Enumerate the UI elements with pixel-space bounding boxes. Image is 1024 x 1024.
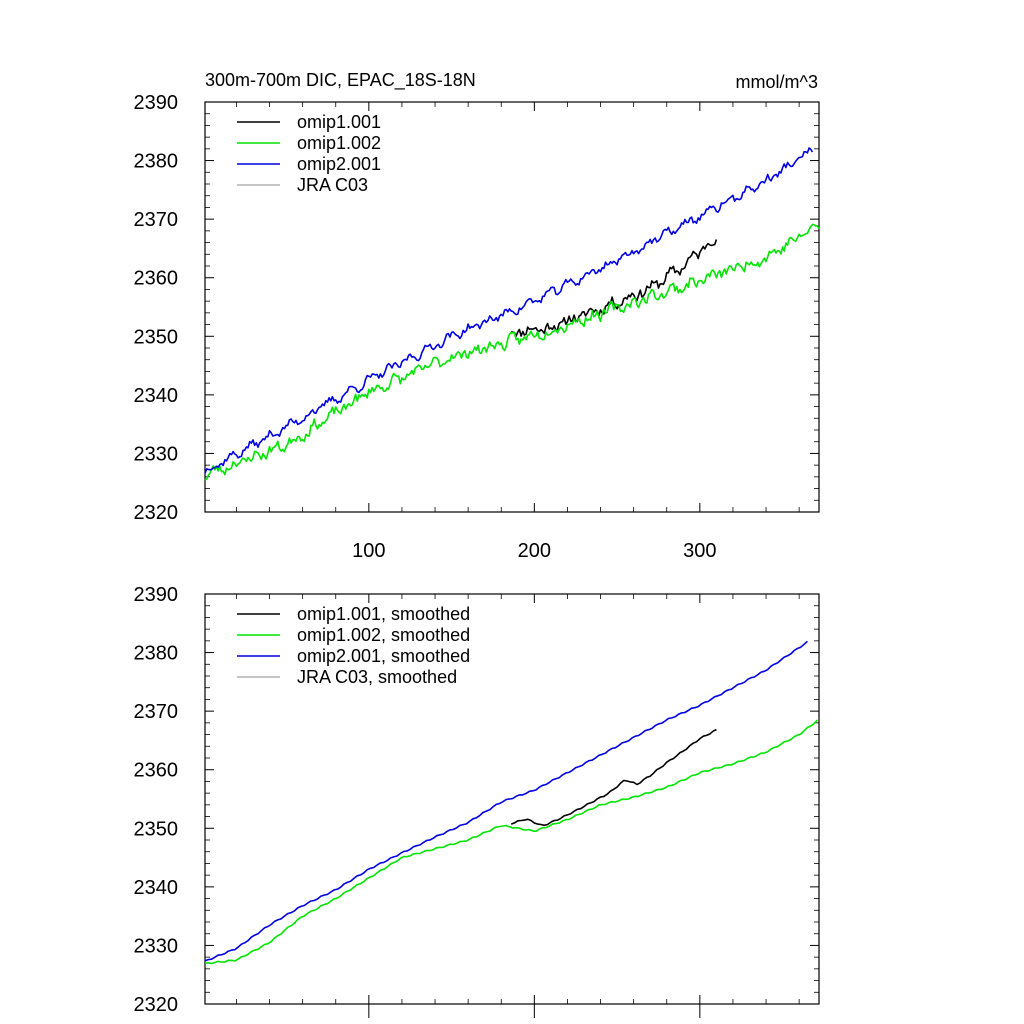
y-tick-label: 2320 (134, 994, 179, 1016)
legend-label: JRA C03 (297, 175, 368, 195)
legend-label: JRA C03, smoothed (297, 667, 457, 687)
x-tick-label: 300 (683, 540, 716, 562)
y-tick-labels: 2320 2330 2340 2350 2360 2370 2380 2390 (134, 584, 179, 1016)
chart-title: 300m-700m DIC, EPAC_18S-18N (205, 70, 476, 91)
units-label: mmol/m^3 (736, 72, 818, 92)
y-tick-label: 2380 (134, 151, 179, 173)
y-tick-label: 2350 (134, 818, 179, 840)
series-lines (204, 147, 820, 481)
y-tick-label: 2360 (134, 268, 179, 290)
y-tick-label: 2370 (134, 209, 179, 231)
y-tick-labels: 2320 2330 2340 2350 2360 2370 2380 2390 (134, 92, 179, 524)
y-tick-label: 2370 (134, 701, 179, 723)
series-line (204, 223, 820, 481)
y-tick-label: 2360 (134, 760, 179, 782)
x-tick-label: 200 (518, 540, 551, 562)
y-tick-label: 2340 (134, 385, 179, 407)
tick-marks (205, 101, 819, 513)
y-tick-label: 2380 (134, 643, 179, 665)
y-tick-label: 2340 (134, 877, 179, 899)
y-tick-label: 2330 (134, 935, 179, 957)
legend-label: omip1.001, smoothed (297, 604, 470, 624)
y-tick-label: 2350 (134, 326, 179, 348)
series-line (204, 640, 808, 962)
x-tick-label: 100 (352, 540, 385, 562)
plot-frame (204, 593, 820, 1005)
tick-marks (205, 593, 819, 1018)
series-line (510, 728, 717, 827)
legend-label: omip2.001 (297, 154, 381, 174)
x-tick-labels: 100 200 300 (352, 540, 716, 562)
legend-label: omip1.002, smoothed (297, 625, 470, 645)
legend-label: omip1.002 (297, 133, 381, 153)
plot-frame (204, 101, 820, 513)
y-tick-label: 2320 (134, 502, 179, 524)
legend-label: omip2.001, smoothed (297, 646, 470, 666)
y-tick-label: 2330 (134, 443, 179, 465)
series-line (510, 239, 718, 337)
series-line (204, 719, 818, 965)
series-line (204, 147, 814, 474)
series-lines (204, 640, 818, 965)
top-panel: 300m-700m DIC, EPAC_18S-18N mmol/m^3 232… (134, 70, 820, 562)
bottom-panel: 2320 2330 2340 2350 2360 2370 2380 2390 omip1.0… (134, 584, 820, 1018)
y-tick-label: 2390 (134, 92, 179, 114)
y-tick-label: 2390 (134, 584, 179, 606)
legend-label: omip1.001 (297, 112, 381, 132)
